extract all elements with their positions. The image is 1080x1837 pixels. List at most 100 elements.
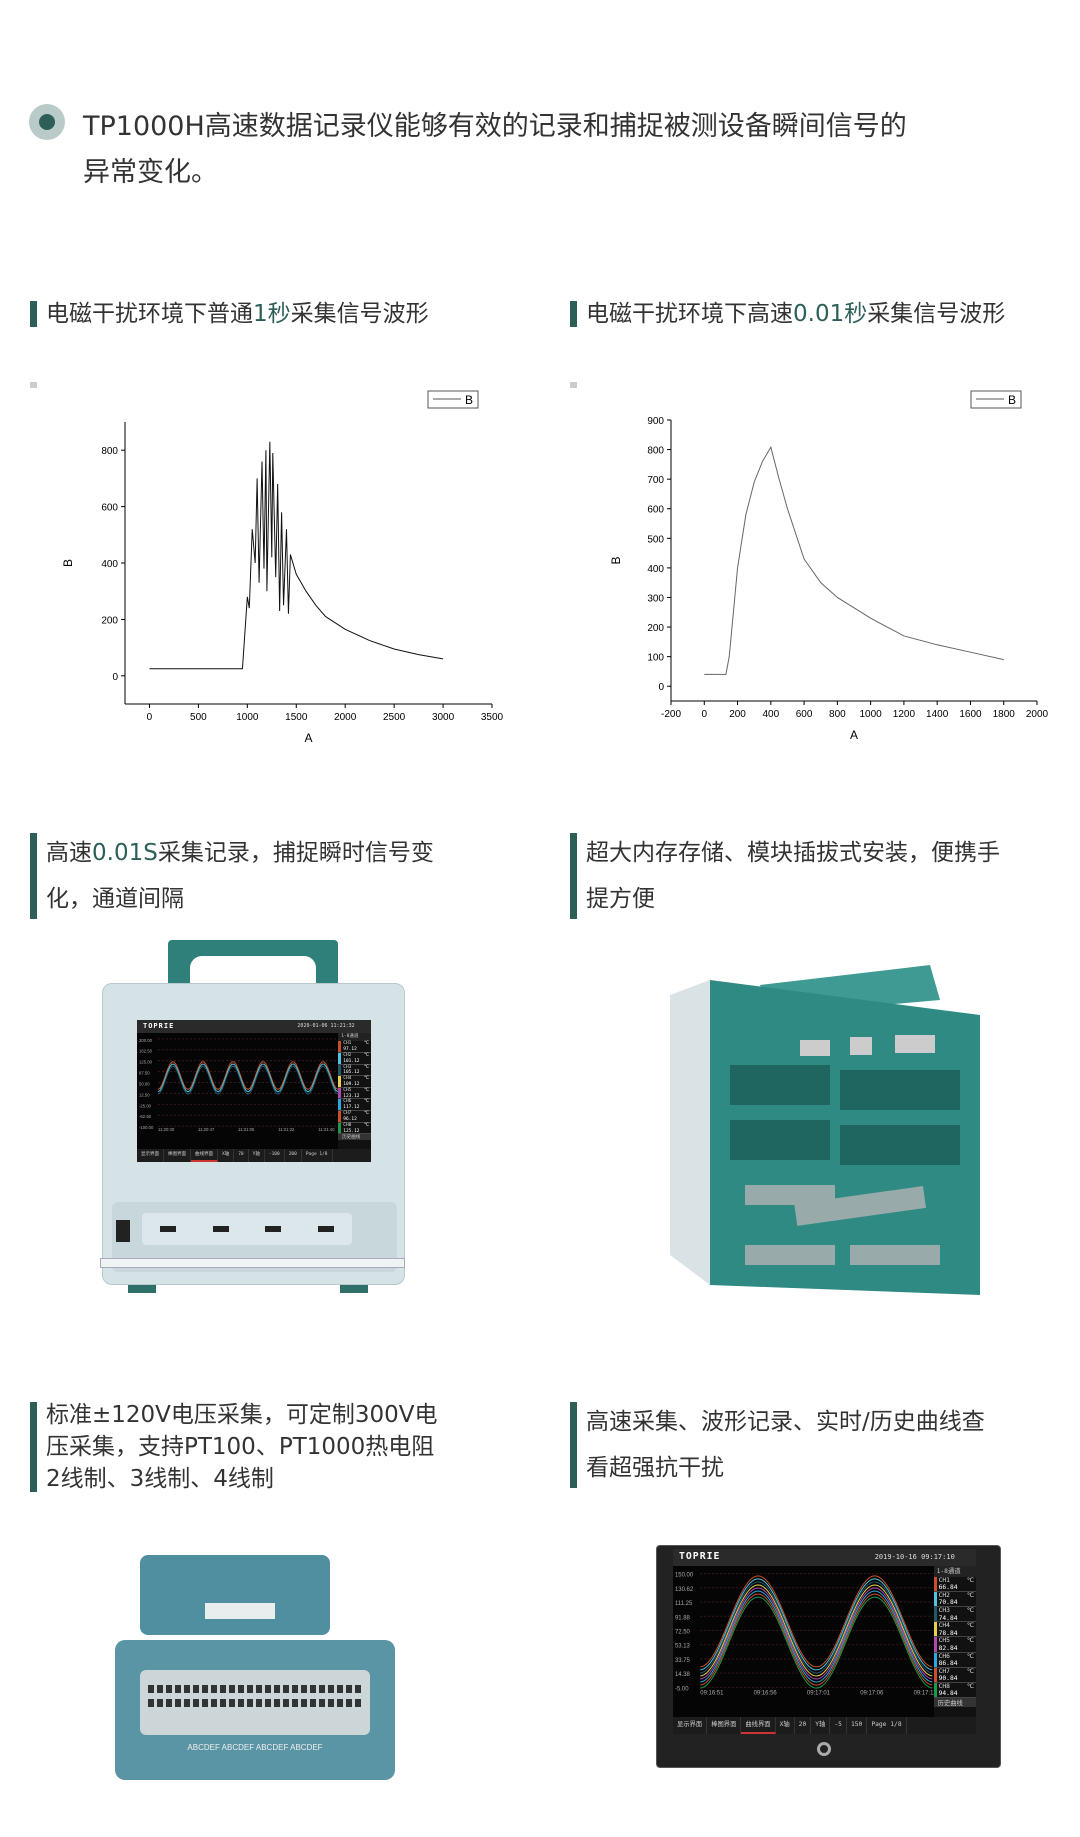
y-axis-label: 12.50 <box>139 1092 150 1097</box>
channel-name: CH5 <box>938 1637 950 1645</box>
recorder-screen: TOPRIE 2019-10-16 09:17:10 1-8通道 CH1 ℃ 66.84… <box>673 1549 976 1734</box>
screen-tab[interactable]: 20 <box>795 1717 812 1734</box>
y-tick-label: 800 <box>647 446 664 457</box>
terminal-pin <box>274 1685 280 1693</box>
unit: ℃ <box>363 1052 369 1058</box>
terminal-pin <box>292 1699 298 1707</box>
terminal-pin <box>274 1699 280 1707</box>
x-tick-label: 1500 <box>285 712 308 723</box>
channel-group-select[interactable]: 1-8通道 <box>338 1032 371 1042</box>
screen-tab[interactable]: 棒图界面 <box>707 1717 742 1734</box>
history-curve-button[interactable]: 历史曲线 <box>338 1134 371 1141</box>
y-axis-label: 130.62 <box>675 1586 693 1592</box>
intro-line: TP1000H高速数据记录仪能够有效的记录和捕捉被测设备瞬间信号的 <box>83 111 907 142</box>
section-marker <box>570 301 577 327</box>
channel-name: CH1 <box>938 1576 950 1584</box>
channel-readout: CH5 ℃ 123.12 <box>338 1087 371 1100</box>
y-tick-label: 0 <box>112 672 118 683</box>
screen-tab[interactable]: Page 1/8 <box>867 1717 907 1734</box>
time-label: 11:20:30 <box>158 1127 175 1132</box>
channel-readout: CH7 ℃ 96.12 <box>338 1111 371 1123</box>
terminal-pin <box>319 1699 325 1707</box>
terminal-labels: ABCDEF ABCDEF ABCDEF ABCDEF <box>187 1743 322 1752</box>
y-axis-label: B <box>609 556 623 564</box>
terminal-pin <box>175 1699 181 1707</box>
terminal-pin <box>346 1699 352 1707</box>
screen-tab[interactable]: -5 <box>830 1717 847 1734</box>
screen-tab[interactable]: 70 <box>234 1149 249 1162</box>
time-label: 09:16:56 <box>754 1690 778 1696</box>
channel-readout: CH3 ℃ 105.12 <box>338 1064 371 1077</box>
screen-tab[interactable]: 棒图界面 <box>164 1149 191 1162</box>
settings-gear-icon <box>817 1742 831 1756</box>
screen-tab[interactable]: 200 <box>285 1149 302 1162</box>
y-axis-label: 50.00 <box>139 1081 150 1086</box>
screen-tab[interactable]: Page 1/8 <box>302 1149 333 1162</box>
unit: ℃ <box>966 1607 974 1615</box>
terminal-pin <box>355 1685 361 1693</box>
screen-tab[interactable]: Y轴 <box>249 1149 265 1162</box>
heading-part: 化，通道间隔 <box>46 886 184 912</box>
screen-tab[interactable]: 曲线界面 <box>191 1149 218 1162</box>
section-marker <box>30 301 37 327</box>
channel-value: 66.84 <box>938 1584 958 1592</box>
screen-tab[interactable]: 150 <box>847 1717 868 1734</box>
y-axis-label: 72.50 <box>675 1629 691 1635</box>
terminal-pin <box>247 1685 253 1693</box>
chart-icon <box>30 382 37 388</box>
channel-value: 86.84 <box>938 1660 958 1668</box>
section-marker <box>30 833 37 919</box>
y-tick-label: 600 <box>647 505 664 516</box>
channel-name: CH3 <box>343 1064 352 1070</box>
intro-text: TP1000H高速数据记录仪能够有效的记录和捕捉被测设备瞬间信号的 异常变化。 <box>83 104 1073 196</box>
unit: ℃ <box>966 1667 974 1675</box>
terminal-pin <box>301 1685 307 1693</box>
terminal-pin <box>157 1685 163 1693</box>
screen-tab[interactable]: X轴 <box>776 1717 795 1734</box>
screen-tab[interactable]: Y轴 <box>811 1717 831 1734</box>
y-tick-label: 700 <box>647 475 664 486</box>
channel-readout: CH8 ℃ 94.84 <box>933 1682 976 1698</box>
time-label: 11:20:47 <box>198 1127 215 1132</box>
channel-readout: CH5 ℃ 82.84 <box>933 1637 976 1653</box>
x-tick-label: 1200 <box>893 709 916 720</box>
y-axis-label: 87.50 <box>139 1070 150 1075</box>
channel-value: 117.12 <box>343 1105 360 1111</box>
y-axis-label: 53.13 <box>675 1643 691 1649</box>
x-tick-label: 1000 <box>860 709 883 720</box>
channel-name: CH1 <box>343 1041 352 1047</box>
x-tick-label: 3000 <box>432 712 455 723</box>
channel-readout: CH2 ℃ 70.84 <box>933 1591 976 1608</box>
channel-readout: CH1 ℃ 66.84 <box>933 1576 976 1592</box>
terminal-pin <box>238 1685 244 1693</box>
channel-group-select[interactable]: 1-8通道 <box>933 1565 976 1577</box>
terminal-pin <box>247 1699 253 1707</box>
channel-value: 109.12 <box>343 1082 360 1088</box>
screen-tab[interactable]: 显示界面 <box>137 1149 164 1162</box>
y-axis-label: 111.25 <box>675 1601 693 1607</box>
x-tick-label: 800 <box>829 709 846 720</box>
channel-curve <box>700 1596 933 1689</box>
heading-part: 0.01秒 <box>793 301 868 327</box>
terminal-pin <box>283 1699 289 1707</box>
channel-name: CH6 <box>938 1652 950 1660</box>
usb-port <box>160 1226 177 1232</box>
screen-tab[interactable]: 显示界面 <box>673 1717 708 1734</box>
channel-curve <box>700 1587 933 1680</box>
heading-part: 提方便 <box>586 886 655 912</box>
channel-curve <box>700 1581 933 1674</box>
screen-tab[interactable]: X轴 <box>218 1149 235 1162</box>
unit: ℃ <box>966 1591 974 1599</box>
screen-tab[interactable]: 曲线界面 <box>741 1717 776 1734</box>
terminal-pin <box>148 1685 154 1693</box>
channel-name: CH2 <box>343 1052 352 1058</box>
terminal-pin <box>256 1685 262 1693</box>
history-curve-button[interactable]: 历史曲线 <box>933 1697 976 1707</box>
unit: ℃ <box>966 1652 974 1660</box>
bullet-icon <box>29 104 65 140</box>
terminal-module-image: ABCDEF ABCDEF ABCDEF ABCDEF <box>115 1555 395 1780</box>
terminal-pin <box>337 1699 343 1707</box>
screen-tab[interactable]: -100 <box>265 1149 285 1162</box>
channel-name: CH7 <box>343 1111 352 1117</box>
section-marker <box>30 1402 37 1492</box>
